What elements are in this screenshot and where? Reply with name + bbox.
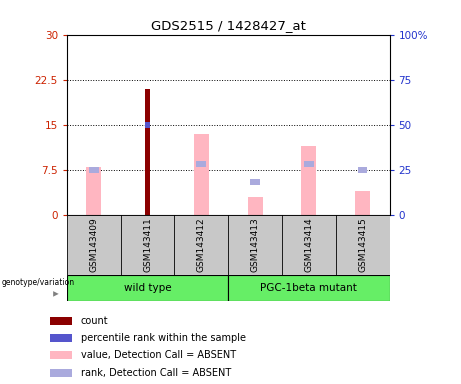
- Text: GSM143413: GSM143413: [251, 217, 260, 272]
- Text: value, Detection Call = ABSENT: value, Detection Call = ABSENT: [81, 350, 236, 360]
- Text: wild type: wild type: [124, 283, 171, 293]
- Bar: [67, 275, 228, 301]
- Text: GSM143409: GSM143409: [89, 217, 98, 272]
- Text: GSM143415: GSM143415: [358, 217, 367, 272]
- Text: GSM143411: GSM143411: [143, 217, 152, 272]
- Bar: [355, 191, 370, 215]
- Bar: [50, 351, 72, 359]
- Bar: [50, 334, 72, 342]
- Bar: [145, 122, 150, 127]
- Text: percentile rank within the sample: percentile rank within the sample: [81, 333, 246, 343]
- Bar: [194, 134, 209, 215]
- Title: GDS2515 / 1428427_at: GDS2515 / 1428427_at: [151, 19, 306, 32]
- Bar: [301, 146, 316, 215]
- Text: rank, Detection Call = ABSENT: rank, Detection Call = ABSENT: [81, 368, 231, 378]
- Text: count: count: [81, 316, 108, 326]
- Bar: [304, 161, 313, 167]
- Text: PGC-1beta mutant: PGC-1beta mutant: [260, 283, 357, 293]
- Bar: [50, 317, 72, 325]
- Text: genotype/variation: genotype/variation: [1, 278, 75, 286]
- Text: GSM143412: GSM143412: [197, 217, 206, 272]
- Bar: [145, 89, 150, 215]
- Bar: [86, 167, 101, 215]
- Bar: [228, 275, 390, 301]
- Bar: [196, 161, 206, 167]
- Text: GSM143414: GSM143414: [304, 217, 313, 272]
- Bar: [250, 179, 260, 185]
- Bar: [358, 167, 367, 173]
- Bar: [248, 197, 263, 215]
- Bar: [89, 167, 99, 173]
- Bar: [50, 369, 72, 377]
